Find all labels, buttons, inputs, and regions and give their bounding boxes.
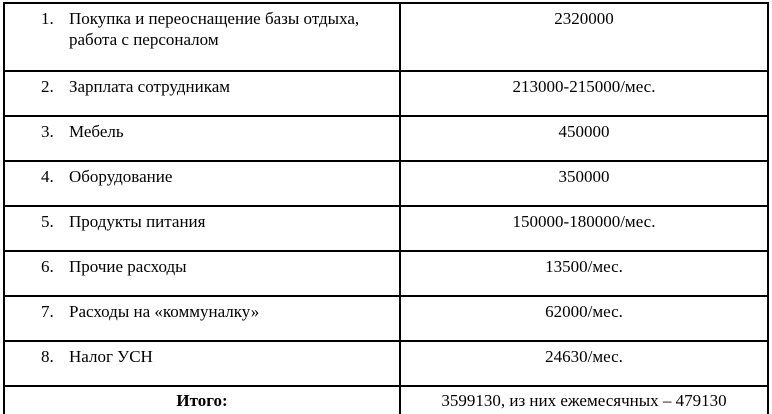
expenses-table-body: 1. Покупка и переоснащение базы отдыха, … [3,2,769,387]
row-number: 6. [41,257,54,276]
row-label: Зарплата сотрудникам [69,77,230,96]
row-label: Покупка и переоснащение базы отдыха, раб… [69,9,360,49]
row-number: 1. [41,9,54,28]
total-label: Итого: [3,385,401,414]
row-value: 213000-215000/мес. [399,70,769,117]
row-number: 4. [41,167,54,186]
table-row: 5. Продукты питания 150000-180000/мес. [3,205,769,252]
row-value: 2320000 [399,2,769,72]
row-number: 8. [41,347,54,366]
table-row: 6. Прочие расходы 13500/мес. [3,250,769,297]
table-row: 1. Покупка и переоснащение базы отдыха, … [3,2,769,72]
table-row: 7. Расходы на «коммуналку» 62000/мес. [3,295,769,342]
row-value: 450000 [399,115,769,162]
expenses-table-footer: Итого: 3599130, из них ежемесячных – 479… [3,385,769,414]
row-number: 5. [41,212,54,231]
row-label: Мебель [69,122,124,141]
row-value: 24630/мес. [399,340,769,387]
row-number: 3. [41,122,54,141]
row-value: 13500/мес. [399,250,769,297]
row-value: 150000-180000/мес. [399,205,769,252]
table-row: 4. Оборудование 350000 [3,160,769,207]
total-value: 3599130, из них ежемесячных – 479130 [399,385,769,414]
row-label: Прочие расходы [69,257,187,276]
total-row: Итого: 3599130, из них ежемесячных – 479… [3,385,769,414]
expenses-table: 1. Покупка и переоснащение базы отдыха, … [3,2,769,414]
table-row: 3. Мебель 450000 [3,115,769,162]
table-row: 2. Зарплата сотрудникам 213000-215000/ме… [3,70,769,117]
row-value: 350000 [399,160,769,207]
row-number: 7. [41,302,54,321]
table-row: 8. Налог УСН 24630/мес. [3,340,769,387]
row-label: Налог УСН [69,347,153,366]
row-value: 62000/мес. [399,295,769,342]
row-label: Расходы на «коммуналку» [69,302,260,321]
row-label: Продукты питания [69,212,206,231]
row-number: 2. [41,77,54,96]
row-label: Оборудование [69,167,173,186]
